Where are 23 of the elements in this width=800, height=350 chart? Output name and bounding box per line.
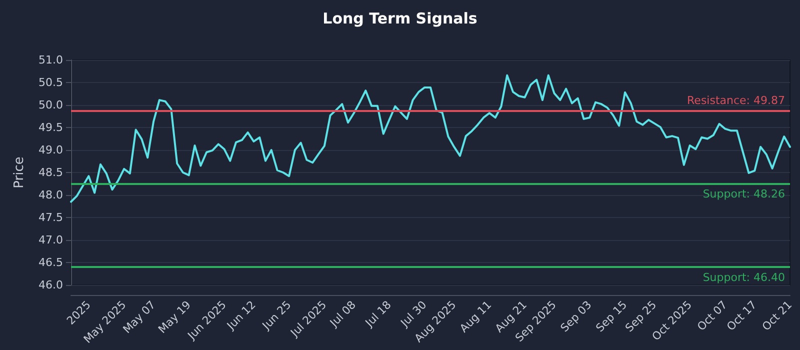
y-tick-label: 46.5 xyxy=(38,256,63,269)
y-tick-label: 50.0 xyxy=(38,98,63,112)
chart-title: Long Term Signals xyxy=(322,10,478,28)
x-tick-label: Oct 17 xyxy=(724,298,760,334)
y-tick-label: 51.0 xyxy=(38,54,63,66)
y-tick-label: 46.0 xyxy=(38,278,63,292)
y-tick-label: 49.5 xyxy=(38,121,63,134)
y-tick-label: 49.0 xyxy=(38,144,63,156)
y-tick-label: 47.0 xyxy=(38,234,63,246)
x-tick-label: Oct 21 xyxy=(760,298,795,334)
ref-line-label: Support: 48.26 xyxy=(702,187,785,200)
line-series xyxy=(70,74,791,203)
ref-line-label: Support: 46.40 xyxy=(702,271,785,284)
x-tick-label: Jun 12 xyxy=(224,298,258,333)
y-tick-label: 50.5 xyxy=(38,76,63,89)
y-axis-title: Price xyxy=(12,156,27,188)
x-tick-label: Jul 08 xyxy=(326,298,358,330)
y-tick-label: 48.5 xyxy=(38,166,63,179)
y-tick-label: 48.0 xyxy=(38,188,63,202)
x-tick-label: Jul 18 xyxy=(362,298,394,330)
ref-line-label: Resistance: 49.87 xyxy=(687,94,785,107)
x-tick-label: Sep 03 xyxy=(558,298,594,335)
y-tick-label: 47.5 xyxy=(38,211,63,224)
